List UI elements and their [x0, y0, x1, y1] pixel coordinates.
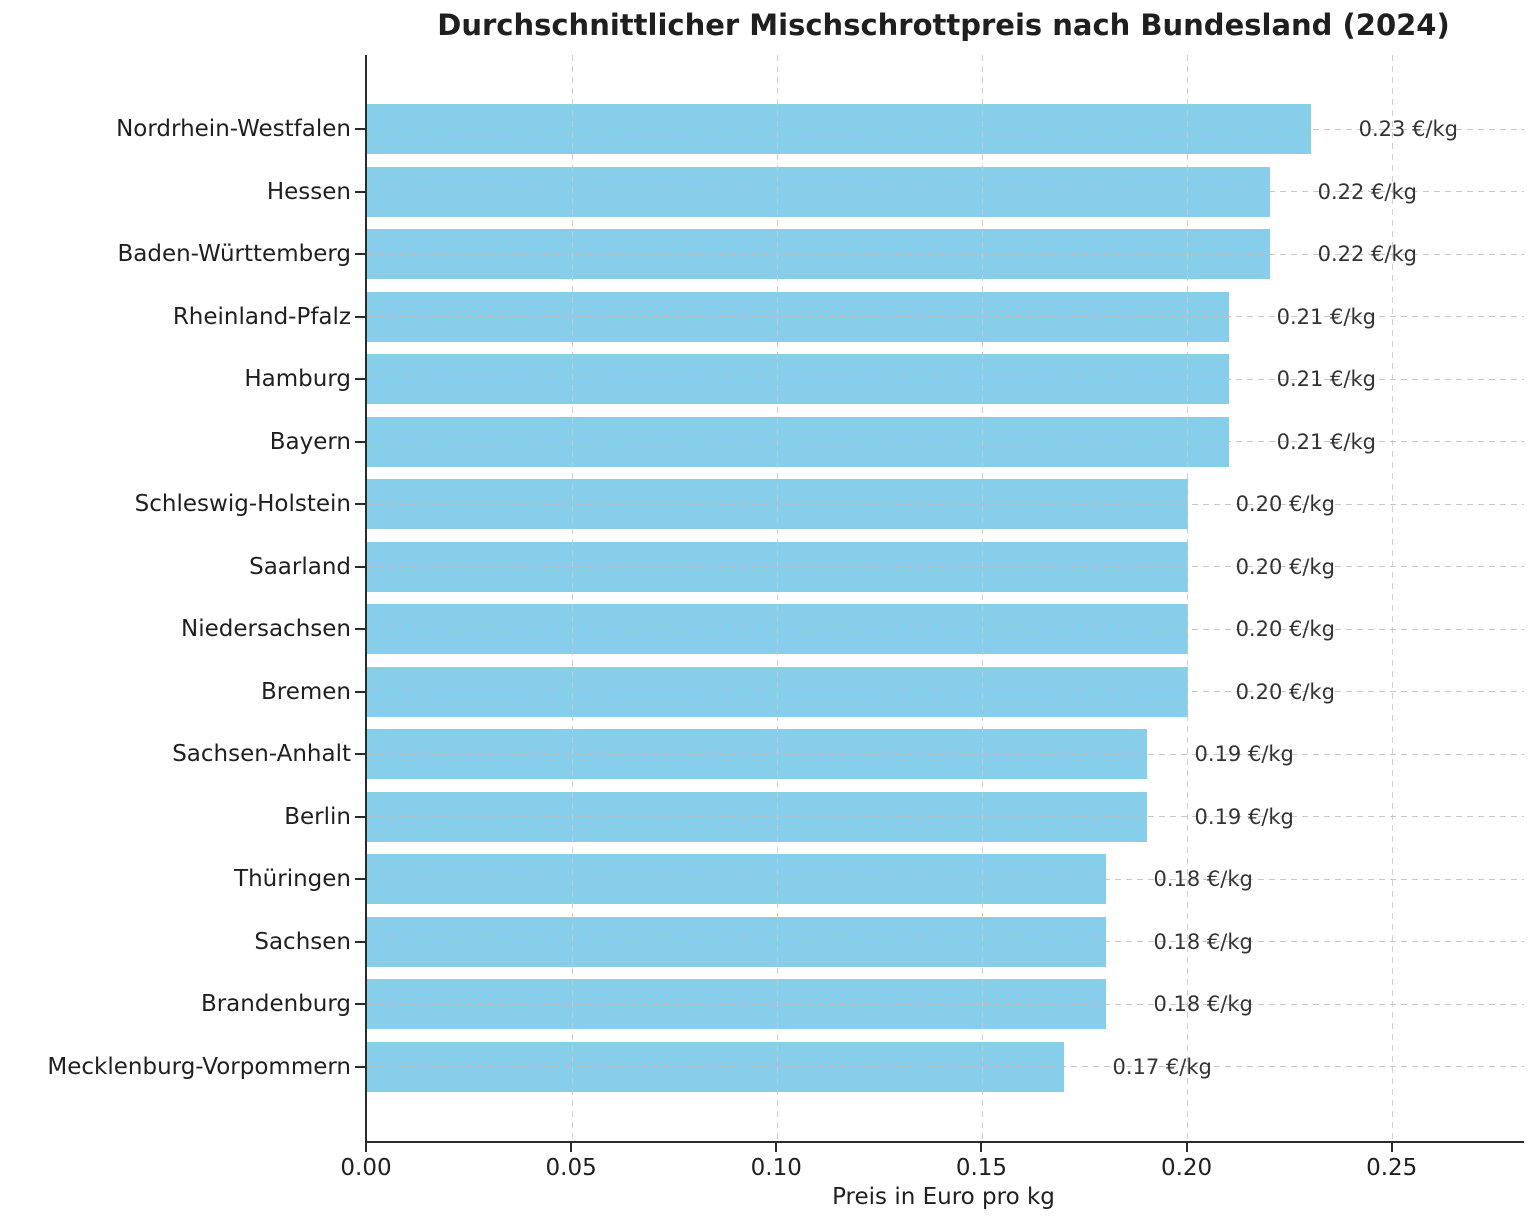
y-axis-category-label: Niedersachsen: [181, 616, 351, 643]
y-tick-mark: [355, 1003, 365, 1006]
bar-value-label: 0.17 €/kg: [1112, 1054, 1212, 1079]
y-tick-mark: [355, 378, 365, 381]
gridline-horizontal: [367, 441, 1524, 443]
x-tick-label: 0.15: [955, 1155, 1008, 1181]
bar-value-label: 0.21 €/kg: [1276, 304, 1376, 329]
x-tick-label: 0.25: [1366, 1155, 1418, 1181]
y-tick-mark: [355, 628, 365, 631]
gridline-horizontal: [367, 628, 1524, 630]
gridline-horizontal: [367, 941, 1524, 943]
y-tick-mark: [355, 815, 365, 818]
y-tick-mark: [355, 315, 365, 318]
gridline-horizontal: [367, 128, 1524, 130]
bar-value-label: 0.20 €/kg: [1235, 617, 1335, 642]
gridline-horizontal: [367, 191, 1524, 193]
y-tick-mark: [355, 565, 365, 568]
gridline-horizontal: [367, 816, 1524, 818]
gridline-horizontal: [367, 691, 1524, 693]
gridline-horizontal: [367, 503, 1524, 505]
y-tick-mark: [355, 128, 365, 131]
y-tick-mark: [355, 503, 365, 506]
y-tick-mark: [355, 253, 365, 256]
x-tick-mark: [980, 1143, 983, 1152]
x-tick-mark: [1185, 1143, 1188, 1152]
bar-value-label: 0.20 €/kg: [1235, 554, 1335, 579]
y-axis-category-label: Sachsen-Anhalt: [172, 741, 351, 768]
bar-value-label: 0.21 €/kg: [1276, 367, 1376, 392]
gridline-horizontal: [367, 316, 1524, 318]
bar-value-label: 0.22 €/kg: [1317, 179, 1417, 204]
x-tick-label: 0.20: [1160, 1155, 1213, 1181]
x-tick-mark: [1390, 1143, 1393, 1152]
y-axis-category-label: Hamburg: [244, 366, 351, 393]
y-tick-mark: [355, 940, 365, 943]
bar-value-label: 0.18 €/kg: [1153, 929, 1253, 954]
gridline-horizontal: [367, 378, 1524, 380]
bar-value-label: 0.22 €/kg: [1317, 242, 1417, 267]
gridline-vertical: [981, 55, 983, 1141]
y-axis-category-label: Thüringen: [234, 866, 351, 893]
x-tick-label: 0.10: [750, 1155, 802, 1181]
bar-value-label: 0.21 €/kg: [1276, 429, 1376, 454]
gridline-horizontal: [367, 753, 1524, 755]
bar-value-label: 0.18 €/kg: [1153, 867, 1253, 892]
y-tick-mark: [355, 440, 365, 443]
y-axis-category-label: Saarland: [249, 553, 351, 580]
bar-value-label: 0.19 €/kg: [1194, 804, 1294, 829]
bar-value-label: 0.20 €/kg: [1235, 679, 1335, 704]
y-axis-category-label: Brandenburg: [200, 991, 351, 1018]
x-tick-label: 0.05: [545, 1155, 597, 1181]
x-tick-label: 0.00: [340, 1155, 392, 1181]
y-axis-category-label: Nordrhein-Westfalen: [116, 116, 351, 143]
x-axis-label: Preis in Euro pro kg: [832, 1184, 1055, 1210]
bar-value-label: 0.18 €/kg: [1153, 992, 1253, 1017]
chart-title: Durchschnittlicher Mischschrottpreis nac…: [437, 8, 1450, 42]
gridline-horizontal: [367, 878, 1524, 880]
gridline-horizontal: [367, 566, 1524, 568]
y-tick-mark: [355, 190, 365, 193]
y-axis-category-label: Bremen: [260, 678, 351, 705]
x-tick-mark: [365, 1143, 367, 1152]
gridline-horizontal: [367, 1066, 1524, 1068]
y-axis-category-label: Schleswig-Holstein: [134, 491, 351, 518]
y-tick-mark: [355, 753, 365, 756]
y-axis-category-label: Hessen: [266, 178, 351, 205]
plot-area: 0.23 €/kg 0.22 €/kg 0.22 €/kg 0.21 €/kg 0.21…: [365, 55, 1524, 1143]
bar-value-label: 0.20 €/kg: [1235, 492, 1335, 517]
gridline-vertical: [776, 55, 778, 1141]
y-tick-mark: [355, 878, 365, 881]
y-axis-category-label: Berlin: [284, 803, 351, 830]
y-tick-mark: [355, 690, 365, 693]
y-axis-category-label: Rheinland-Pfalz: [172, 303, 351, 330]
gridline-vertical: [1187, 55, 1189, 1141]
y-tick-mark: [355, 1065, 365, 1068]
gridline-vertical: [1392, 55, 1394, 1141]
gridline-horizontal: [367, 253, 1524, 255]
y-axis-category-label: Baden-Württemberg: [117, 241, 351, 268]
gridline-horizontal: [367, 1003, 1524, 1005]
bar-value-label: 0.23 €/kg: [1358, 117, 1459, 142]
x-tick-mark: [775, 1143, 778, 1152]
gridline-vertical: [571, 55, 573, 1141]
y-axis-category-label: Sachsen: [254, 928, 351, 955]
x-tick-mark: [570, 1143, 573, 1152]
bar-value-label: 0.19 €/kg: [1194, 742, 1294, 767]
y-axis-category-label: Bayern: [269, 428, 351, 455]
y-axis-category-label: Mecklenburg-Vorpommern: [47, 1053, 351, 1080]
